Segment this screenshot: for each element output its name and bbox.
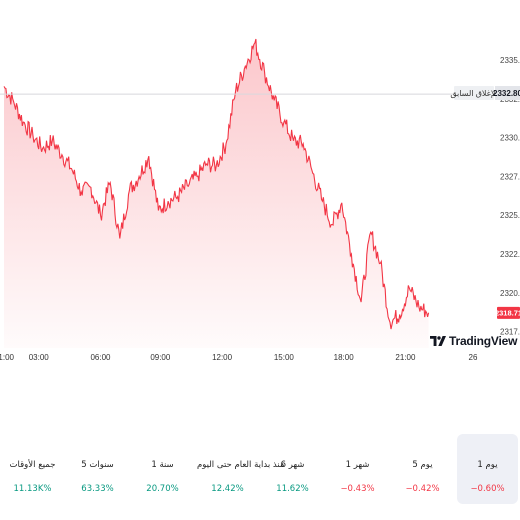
performance-period-label: 1 سنة: [151, 460, 174, 470]
performance-period-1[interactable]: 5 يوم −0.42%: [392, 434, 453, 504]
performance-period-4[interactable]: منذ بداية العام حتى اليوم 12.42%: [197, 434, 285, 504]
price-line: [3, 38, 430, 330]
performance-period-label: جميع الأوقات: [9, 460, 56, 470]
previous-close-label: الإغلاق السابق: [450, 89, 497, 99]
performance-period-7[interactable]: جميع الأوقات 11.13K%: [2, 434, 63, 504]
performance-period-label: 1 شهر: [345, 460, 370, 470]
last-price-box: [497, 306, 520, 319]
y-tick-label: 2317.50: [500, 328, 520, 337]
x-tick-label: 09:00: [150, 353, 171, 362]
last-price-value: 2318.71: [495, 308, 520, 317]
previous-close-tag: الإغلاق السابق 2332.80: [450, 86, 520, 100]
performance-period-value: 20.70%: [146, 484, 179, 494]
performance-period-label: 6 شهر: [280, 460, 305, 470]
performance-period-value: −0.42%: [405, 484, 440, 494]
performance-period-6[interactable]: 5 سنوات 63.33%: [67, 434, 128, 504]
previous-close-label-box: [454, 86, 494, 100]
price-chart[interactable]: 2317.50 2320.00 2322.50 2325.00 2327.50 2330.…: [0, 0, 520, 380]
performance-period-label: منذ بداية العام حتى اليوم: [197, 460, 285, 470]
last-price-tag: 2318.71: [495, 306, 520, 319]
performance-period-2[interactable]: 1 شهر −0.43%: [327, 434, 388, 504]
performance-period-value: 11.13K%: [13, 484, 52, 494]
performance-period-0[interactable]: 1 يوم −0.60%: [457, 434, 518, 504]
performance-period-5[interactable]: 1 سنة 20.70%: [132, 434, 193, 504]
performance-period-label: 1 يوم: [477, 460, 498, 470]
y-tick-label: 2335.00: [500, 56, 520, 65]
performance-period-label: 5 يوم: [412, 460, 433, 470]
price-area: [4, 39, 429, 348]
performance-period-value: 12.42%: [211, 484, 244, 494]
x-tick-label: 01:00: [0, 353, 15, 362]
performance-period-value: −0.60%: [470, 484, 505, 494]
performance-period-3[interactable]: 6 شهر 11.62%: [262, 434, 323, 504]
tradingview-wordmark: TradingView: [449, 334, 518, 348]
x-tick-label: 06:00: [90, 353, 111, 362]
tradingview-watermark[interactable]: TradingView: [430, 334, 517, 348]
performance-period-value: 11.62%: [276, 484, 309, 494]
y-tick-label: 2325.00: [500, 211, 520, 220]
performance-period-value: −0.43%: [340, 484, 375, 494]
performance-period-label: 5 سنوات: [81, 460, 114, 470]
x-tick-label: 21:00: [395, 353, 416, 362]
performance-periods: 1 يوم −0.60% 5 يوم −0.42% 1 شهر −0.43% 6 شهر 11…: [0, 434, 520, 504]
x-tick-label: 03:00: [29, 353, 50, 362]
previous-close-value-box: [495, 86, 520, 100]
y-tick-label: 2320.00: [500, 289, 520, 298]
tradingview-logo-icon: [430, 336, 446, 346]
x-tick-label: 15:00: [274, 353, 295, 362]
x-tick-label: 12:00: [212, 353, 233, 362]
y-tick-label: 2330.00: [500, 134, 520, 143]
x-tick-label: 26: [469, 353, 478, 362]
x-axis: 01:00 03:00 06:00 09:00 12:00 15:00 18:00 21:00…: [0, 353, 478, 362]
x-tick-label: 18:00: [334, 353, 355, 362]
y-tick-label: 2322.50: [500, 250, 520, 259]
previous-close-value: 2332.80: [493, 89, 520, 98]
y-tick-label: 2327.50: [500, 172, 520, 181]
performance-period-value: 63.33%: [81, 484, 114, 494]
